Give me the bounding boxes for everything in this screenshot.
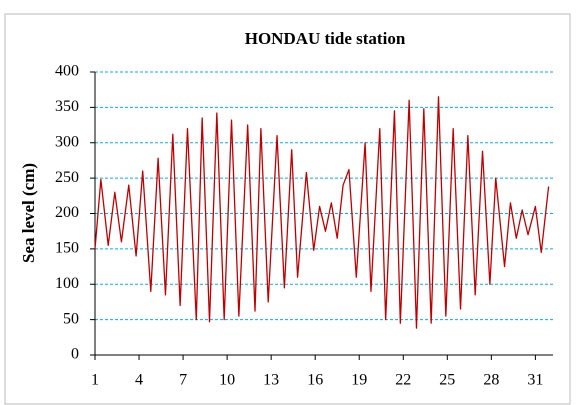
chart-title: HONDAU tide station: [245, 29, 406, 48]
y-tick-label: 400: [55, 63, 79, 80]
y-tick-label: 100: [55, 275, 79, 292]
x-tick-label: 4: [135, 372, 143, 389]
y-tick-label: 0: [71, 346, 79, 363]
x-tick-label: 13: [263, 372, 279, 389]
y-tick-label: 300: [55, 133, 79, 150]
x-tick-label: 7: [179, 372, 187, 389]
x-tick-label: 10: [219, 372, 235, 389]
y-tick-label: 200: [55, 204, 79, 221]
y-tick-label: 150: [55, 240, 79, 257]
chart-frame: [4, 13, 571, 405]
x-tick-label: 28: [483, 372, 499, 389]
x-tick-label: 1: [91, 372, 99, 389]
y-axis-label: Sea level (cm): [19, 163, 38, 263]
y-tick-label: 350: [55, 98, 79, 115]
x-tick-label: 31: [527, 372, 543, 389]
data-line: [94, 96, 550, 329]
x-tick-label: 25: [439, 372, 455, 389]
y-tick-label: 250: [55, 169, 79, 186]
x-tick-label: 16: [307, 372, 323, 389]
x-tick-label: 22: [395, 372, 411, 389]
y-tick-label: 50: [63, 310, 79, 327]
x-tick-label: 19: [351, 372, 367, 389]
